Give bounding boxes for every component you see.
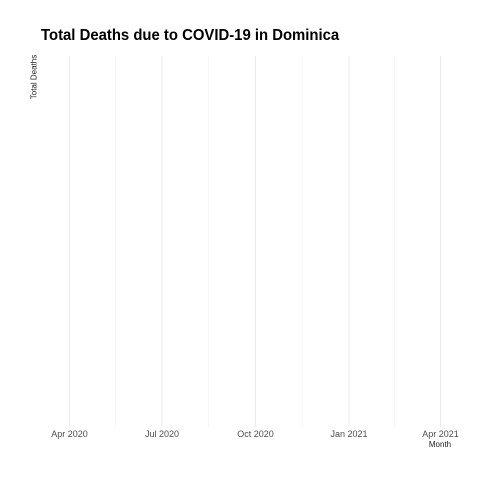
x-axis-label: Month xyxy=(428,440,452,449)
chart-title: Total Deaths due to COVID-19 in Dominica xyxy=(41,27,340,44)
x-tick-label: Apr 2021 xyxy=(422,429,459,439)
x-tick-label: Apr 2020 xyxy=(51,429,88,439)
x-tick-label: Oct 2020 xyxy=(237,429,274,439)
x-tick-label: Jul 2020 xyxy=(145,429,179,439)
x-tick-label: Jan 2021 xyxy=(330,429,367,439)
